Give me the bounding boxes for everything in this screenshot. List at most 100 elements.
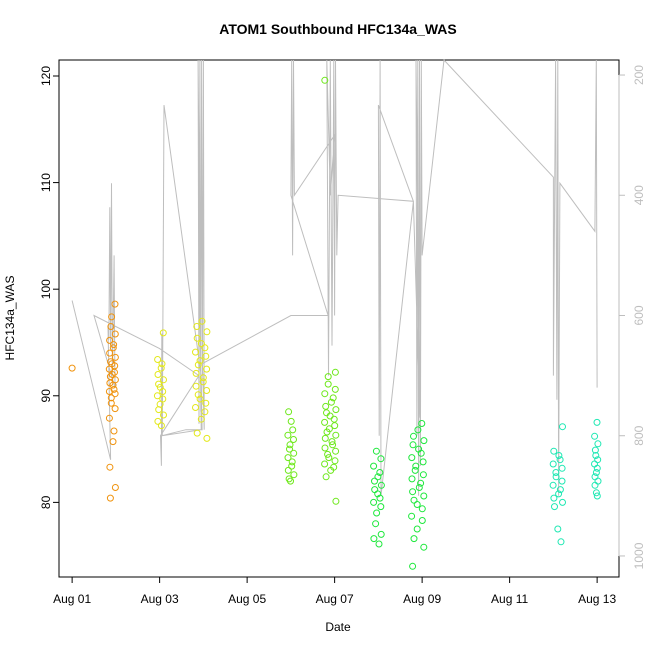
data-point <box>413 501 421 508</box>
data-point <box>418 517 426 524</box>
data-point <box>201 344 209 352</box>
data-point <box>327 466 335 474</box>
data-points <box>68 76 602 570</box>
data-point <box>377 530 385 538</box>
data-point <box>201 408 209 416</box>
altitude-track <box>71 58 598 496</box>
data-point <box>284 454 292 462</box>
data-point <box>591 432 599 440</box>
data-point <box>591 446 599 454</box>
data-point <box>417 449 425 457</box>
data-point <box>329 394 337 402</box>
data-point <box>325 454 333 462</box>
x-tick-label: Aug 01 <box>53 592 91 606</box>
data-point <box>332 497 340 505</box>
data-point <box>106 463 114 471</box>
secondary-tick-label: 600 <box>632 305 646 325</box>
data-point <box>321 390 329 398</box>
data-point <box>202 352 210 360</box>
x-tick-label: Aug 11 <box>491 592 528 606</box>
data-point <box>290 436 297 443</box>
data-point <box>284 466 292 474</box>
x-axis: Aug 01 Aug 03 Aug 05 Aug 07 Aug 09 Aug 11 Aug … <box>53 576 616 606</box>
data-point <box>370 535 378 543</box>
data-point <box>68 364 76 372</box>
data-point <box>332 447 340 455</box>
data-point <box>375 540 383 548</box>
data-point <box>322 402 330 410</box>
y-axis: 80 90 100 110 120 <box>39 66 60 509</box>
data-point <box>593 418 601 426</box>
data-point <box>192 382 200 390</box>
data-point <box>409 488 417 496</box>
data-point <box>111 405 119 413</box>
data-point <box>330 415 338 423</box>
data-point <box>106 336 114 344</box>
data-point <box>594 477 602 485</box>
data-point <box>284 431 292 439</box>
data-point <box>109 344 117 352</box>
data-point <box>551 503 558 511</box>
data-point <box>591 481 599 489</box>
data-point <box>408 512 416 520</box>
data-point <box>552 469 560 476</box>
data-point <box>549 481 557 489</box>
data-point <box>107 394 115 402</box>
data-point <box>370 462 378 470</box>
secondary-y-axis: 200 400 600 800 1000 <box>618 65 646 569</box>
y-tick-label: 120 <box>39 66 53 86</box>
data-point <box>109 381 117 389</box>
data-point <box>110 341 118 349</box>
data-point <box>157 364 165 372</box>
data-point <box>331 422 339 430</box>
data-point <box>196 357 204 365</box>
data-point <box>198 317 206 325</box>
data-point <box>555 490 563 498</box>
data-point <box>409 562 417 570</box>
x-tick-label: Aug 13 <box>578 592 616 606</box>
data-point <box>110 427 118 435</box>
data-point <box>287 417 295 425</box>
data-point <box>413 525 421 533</box>
data-point <box>324 380 332 388</box>
x-tick-label: Aug 05 <box>228 592 266 606</box>
x-axis-label: Date <box>325 620 351 634</box>
data-point <box>159 329 167 337</box>
data-point <box>591 460 598 468</box>
data-point <box>557 538 565 546</box>
data-point <box>415 484 423 491</box>
data-point <box>196 395 204 403</box>
data-point <box>194 391 202 399</box>
data-point <box>286 445 293 453</box>
x-tick-label: Aug 09 <box>403 592 441 606</box>
data-point <box>331 457 339 465</box>
data-point <box>288 462 296 470</box>
data-point <box>154 371 162 378</box>
data-point <box>108 313 116 321</box>
data-point <box>105 365 113 373</box>
data-point <box>373 509 381 517</box>
data-point <box>376 494 384 502</box>
chart-title: ATOM1 Southbound HFC134a_WAS <box>219 21 457 37</box>
data-point <box>159 395 167 403</box>
data-point <box>106 349 114 357</box>
data-point <box>326 412 334 420</box>
data-point <box>410 432 417 440</box>
altitude-track-line <box>71 58 598 496</box>
data-point <box>417 479 425 487</box>
data-point <box>285 408 293 416</box>
data-point <box>412 462 420 470</box>
data-point <box>552 473 560 481</box>
data-point <box>203 365 211 373</box>
data-point <box>111 368 118 376</box>
data-point <box>329 441 337 449</box>
data-point <box>592 469 600 476</box>
secondary-tick-label: 400 <box>632 185 646 205</box>
data-point <box>376 469 384 476</box>
data-point <box>331 368 339 376</box>
data-point <box>374 473 382 481</box>
data-point <box>374 490 382 498</box>
data-point <box>158 360 166 368</box>
data-point <box>199 374 207 382</box>
